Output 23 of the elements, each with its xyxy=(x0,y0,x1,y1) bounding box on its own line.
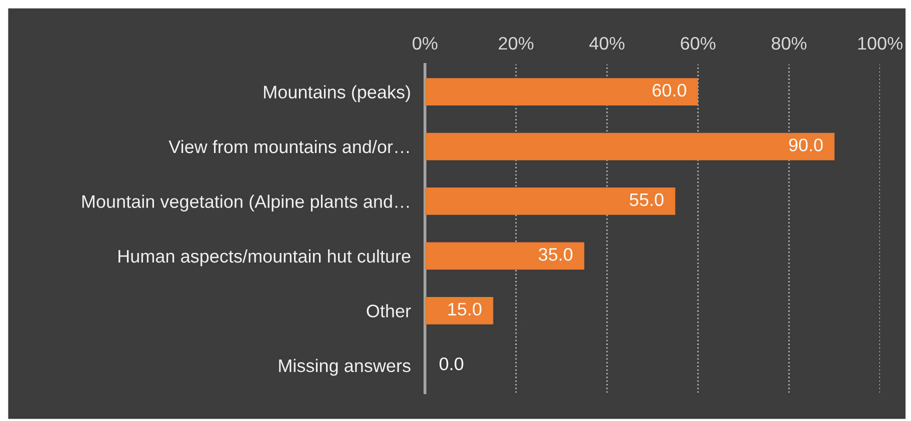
data-label: 15.0 xyxy=(448,302,482,316)
y-tick-label: View from mountains and/or… xyxy=(168,140,409,154)
y-tick-label: Mountains (peaks) xyxy=(264,85,410,102)
bar xyxy=(424,132,835,160)
data-label: 90.0 xyxy=(789,138,823,152)
x-tick-label: 100% xyxy=(858,36,902,50)
x-tick-label: 60% xyxy=(680,36,716,50)
bar xyxy=(424,188,676,215)
bar xyxy=(424,242,584,270)
y-tick-label: Human aspects/mountain hut culture xyxy=(118,249,410,266)
bar xyxy=(424,297,494,324)
y-tick-label: Missing answers xyxy=(279,358,410,376)
bar xyxy=(424,78,698,106)
data-label: 35.0 xyxy=(538,248,572,261)
data-label: 60.0 xyxy=(652,84,686,97)
data-label: 55.0 xyxy=(630,193,664,206)
y-tick-label: Other xyxy=(366,304,411,318)
x-tick-label: 80% xyxy=(772,36,806,50)
x-tick-label: 40% xyxy=(589,36,624,50)
x-tick-label: 20% xyxy=(498,36,534,50)
x-tick-label: 0% xyxy=(412,36,438,50)
data-label: 0.0 xyxy=(440,357,464,370)
y-tick-label: Mountain vegetation (Alpine plants and… xyxy=(82,194,409,212)
